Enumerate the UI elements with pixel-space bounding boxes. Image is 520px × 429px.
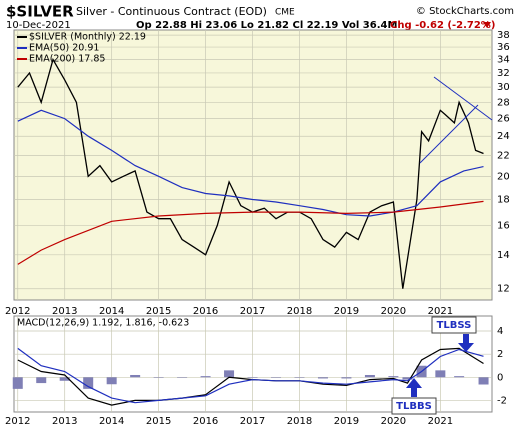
quote: Op 22.88 Hi 23.06 Lo 21.82 Cl 22.19 Vol … [136,20,397,31]
y-tick-label: 18 [497,195,510,206]
histogram-bar [454,376,465,378]
down-arrow [483,22,491,28]
x-tick-label: 2020 [381,306,406,317]
histogram-bar [36,377,47,384]
histogram-bar [317,377,328,379]
histogram-bar [200,376,211,378]
histogram-bar [341,377,352,379]
x-tick-label: 2019 [334,306,359,317]
y-tick-label: 30 [497,82,510,93]
annotation-box [391,397,437,415]
histogram-bar [130,374,141,378]
x-tick-label: 2016 [193,306,218,317]
trendline [433,76,493,121]
histogram-bar [177,377,188,378]
histogram-bar [83,377,94,389]
x-tick-label: 2015 [146,416,171,427]
histogram-bar [247,377,258,378]
y-tick-label: 28 [497,97,510,108]
trendline [419,104,479,164]
annotation-arrow [406,378,422,397]
y-tick-label: 24 [497,131,510,142]
x-tick-label: 2014 [99,306,124,317]
source: © StockCharts.com [416,6,514,17]
y-tick-label: 12 [497,284,510,295]
x-tick-label: 2019 [334,416,359,427]
x-tick-label: 2015 [146,306,171,317]
series-line [17,200,484,265]
legend-label: EMA(200) 17.85 [29,54,105,65]
histogram-bar [364,374,375,378]
y-tick-label: 0 [497,372,503,383]
histogram-bar [402,377,413,380]
histogram-bar [294,377,305,378]
macd-title: MACD(12,26,9) 1.192, 1.816, -0.623 [17,318,189,329]
series-line [17,347,484,404]
legend-label: $SILVER (Monthly) 22.19 [29,32,146,43]
x-tick-label: 2017 [240,306,265,317]
y-tick-label: 16 [497,220,510,231]
change: Chg -0.62 (-2.72%) [390,20,495,31]
histogram-bar [271,377,282,378]
annotation: TLBBS [396,401,432,412]
histogram-bar [12,377,23,389]
x-tick-label: 2018 [287,306,312,317]
annotation-box [431,316,477,334]
histogram-bar [106,377,117,385]
legend-label: EMA(50) 20.91 [29,43,99,54]
x-tick-label: 2020 [381,416,406,427]
exchange: CME [275,8,295,18]
x-tick-label: 2013 [52,416,77,427]
x-tick-label: 2012 [5,306,30,317]
annotation: TLBSS [437,320,472,331]
y-tick-label: 2 [497,349,503,360]
y-tick-label: -2 [497,395,507,406]
histogram-bar [478,377,489,385]
x-tick-label: 2013 [52,306,77,317]
y-tick-label: 32 [497,68,510,79]
x-tick-label: 2021 [428,306,453,317]
histogram-bar [388,376,399,378]
histogram-bar [59,377,70,381]
histogram-bar [224,370,235,378]
annotation-arrow [458,334,474,352]
chart-title: $SILVER [6,3,74,21]
x-tick-label: 2018 [287,416,312,427]
y-tick-label: 38 [497,30,510,41]
y-tick-label: 36 [497,42,510,53]
y-tick-label: 22 [497,150,510,161]
histogram-bar [153,377,164,378]
x-tick-label: 2014 [99,416,124,427]
histogram-bar [435,370,446,378]
series-line [17,109,484,217]
chart-subtitle: Silver - Continuous Contract (EOD) [76,5,267,18]
x-tick-label: 2017 [240,416,265,427]
plot-area [13,29,493,301]
x-tick-label: 2012 [5,416,30,427]
y-tick-label: 20 [497,171,510,182]
y-tick-label: 14 [497,250,510,261]
y-tick-label: 26 [497,114,510,125]
date: 10-Dec-2021 [6,20,71,31]
x-tick-label: 2016 [193,416,218,427]
x-tick-label: 2021 [428,416,453,427]
y-tick-label: 4 [497,326,503,337]
y-tick-label: 34 [497,55,510,66]
series-line [17,57,484,289]
